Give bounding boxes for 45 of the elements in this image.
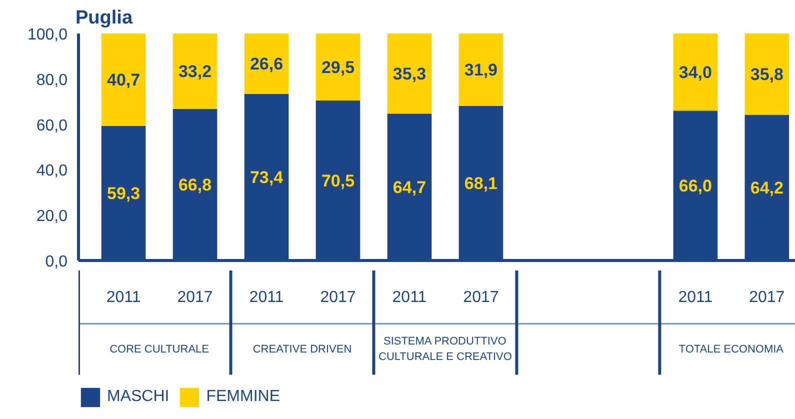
legend-label: MASCHI — [107, 388, 170, 406]
y-tick-label: 100,0 — [27, 26, 68, 44]
data-label: 40,7 — [106, 70, 140, 90]
bar — [744, 34, 790, 115]
text: SISTEMA PRODUTTIVO CULTURALE E CREATIVO — [378, 335, 512, 364]
text: TOTALE ECONOMIA — [678, 343, 784, 356]
x-tick-label: 2011 — [249, 288, 284, 306]
data-label: 35,3 — [392, 64, 426, 84]
data-label: 29,5 — [321, 58, 355, 77]
data-label: 33,2 — [178, 62, 212, 82]
data-label: 26,6 — [250, 54, 284, 74]
y-tick-label: 40,0 — [36, 162, 68, 180]
data-label: 64,2 — [750, 178, 784, 198]
data-label: 73,4 — [250, 168, 284, 188]
x-tick-label: 2011 — [106, 288, 141, 306]
x-tick-label: 2017 — [749, 288, 785, 306]
x-tick-label: 2017 — [177, 288, 213, 306]
bar — [316, 34, 360, 100]
data-label: 59,3 — [106, 184, 140, 204]
bar — [458, 34, 504, 106]
bar — [673, 34, 718, 111]
data-label: 34,0 — [678, 63, 712, 82]
y-tick-label: 0,0 — [45, 254, 68, 270]
x-tick-label: 2011 — [678, 288, 713, 306]
bar — [101, 34, 146, 126]
text: CREATIVE DRIVEN — [252, 343, 352, 356]
data-label: 66,0 — [678, 176, 712, 196]
y-tick-label: 20,0 — [36, 208, 68, 226]
chart-title: Puglia — [76, 8, 133, 28]
bar — [172, 34, 218, 109]
bar — [387, 34, 432, 114]
x-tick-label: 2017 — [320, 288, 356, 306]
y-tick-label: 60,0 — [36, 117, 68, 134]
data-label: 66,8 — [178, 176, 212, 195]
data-label: 68,1 — [464, 174, 498, 194]
data-label: 35,8 — [750, 65, 784, 84]
data-label: 70,5 — [321, 171, 355, 190]
legend-label: FEMMINE — [206, 388, 280, 406]
data-label: 31,9 — [464, 60, 498, 80]
text: CORE CULTURALE — [110, 343, 210, 356]
bar — [244, 34, 289, 94]
x-tick-label: 2017 — [463, 288, 499, 306]
y-tick-label: 80,0 — [36, 72, 68, 89]
data-label: 64,7 — [392, 178, 426, 198]
x-tick-label: 2011 — [392, 288, 427, 306]
